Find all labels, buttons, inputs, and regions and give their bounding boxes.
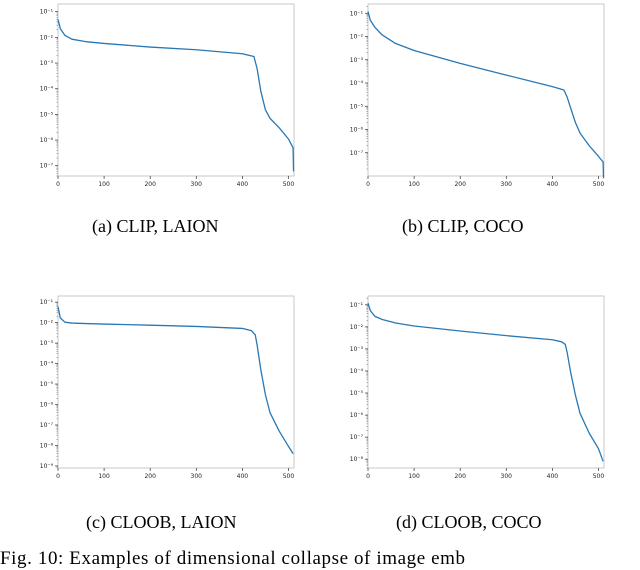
chart-panel-c: 10⁻¹ 10⁻² 10⁻³ 10⁻⁴ 10⁻⁵ 10⁻⁶ 10⁻⁷ 10⁻⁸ 10⁻⁹ 0 100… <box>30 292 300 492</box>
series-line-b-0 <box>367 11 605 179</box>
y-tick-label-c-5: 10⁻⁶ <box>40 402 54 409</box>
chart-a-svg: 10⁻¹ 10⁻² 10⁻³ 10⁻⁴ 10⁻⁵ 10⁻⁶ 10⁻⁷ 0 100 200 300 40… <box>40 3 295 188</box>
y-tick-label-b-3: 10⁻⁴ <box>350 80 364 87</box>
x-tick-label-a-3: 300 <box>191 181 203 188</box>
y-tick-label-b-0: 10⁻¹ <box>350 10 364 17</box>
y-tick-label-d-0: 10⁻¹ <box>350 302 364 309</box>
x-tick-label-a-2: 200 <box>144 181 156 188</box>
y-tick-label-b-4: 10⁻⁵ <box>350 103 364 110</box>
plot-frame-c <box>57 295 295 469</box>
y-tick-label-c-3: 10⁻⁴ <box>40 361 54 368</box>
caption-d: (d) CLOOB, COCO <box>396 512 542 532</box>
y-tick-label-d-5: 10⁻⁶ <box>350 412 364 419</box>
x-tick-label-d-0: 0 <box>366 473 370 480</box>
y-tick-label-a-6: 10⁻⁷ <box>40 163 54 170</box>
x-tick-label-d-4: 400 <box>547 473 559 480</box>
x-tick-label-a-5: 500 <box>283 181 295 188</box>
y-tick-label-c-2: 10⁻³ <box>40 340 54 347</box>
y-tick-label-b-5: 10⁻⁶ <box>350 127 364 134</box>
x-tick-label-b-4: 400 <box>547 181 559 188</box>
caption-a: (a) CLIP, LAION <box>92 216 219 236</box>
x-tick-label-b-0: 0 <box>366 181 370 188</box>
y-tick-label-a-3: 10⁻⁴ <box>40 86 54 93</box>
y-tick-label-a-2: 10⁻³ <box>40 60 54 67</box>
x-tick-label-c-5: 500 <box>283 473 295 480</box>
y-tick-label-d-2: 10⁻³ <box>350 346 364 353</box>
series-line-a-0 <box>57 19 295 172</box>
figure-caption: Fig. 10: Examples of dimensional collaps… <box>0 548 466 569</box>
series-line-d-0 <box>367 302 604 462</box>
chart-panel-d: 10⁻¹ 10⁻² 10⁻³ 10⁻⁴ 10⁻⁵ 10⁻⁶ 10⁻⁷ 10⁻⁸ 0 100 200 3… <box>340 292 610 492</box>
y-tick-label-a-1: 10⁻² <box>40 34 54 41</box>
y-tick-label-d-3: 10⁻⁴ <box>350 368 364 375</box>
x-tick-label-c-0: 0 <box>56 473 60 480</box>
x-tick-label-d-2: 200 <box>454 473 466 480</box>
chart-c-svg: 10⁻¹ 10⁻² 10⁻³ 10⁻⁴ 10⁻⁵ 10⁻⁶ 10⁻⁷ 10⁻⁸ 10⁻⁹0 100… <box>40 295 295 480</box>
x-tick-label-d-3: 300 <box>501 473 513 480</box>
x-tick-label-d-1: 100 <box>408 473 420 480</box>
x-tick-label-c-4: 400 <box>237 473 249 480</box>
plot-frame-b <box>367 3 605 177</box>
y-tick-label-c-0: 10⁻¹ <box>40 299 54 306</box>
x-tick-label-c-1: 100 <box>98 473 110 480</box>
caption-b: (b) CLIP, COCO <box>402 216 524 236</box>
y-tick-label-c-7: 10⁻⁸ <box>40 442 54 449</box>
y-tick-label-d-7: 10⁻⁸ <box>350 456 364 463</box>
y-tick-label-d-1: 10⁻² <box>350 324 364 331</box>
y-tick-label-d-4: 10⁻⁵ <box>350 390 364 397</box>
plot-frame-a <box>57 3 295 177</box>
y-tick-label-b-1: 10⁻² <box>350 34 364 41</box>
x-tick-label-c-3: 300 <box>191 473 203 480</box>
y-tick-label-b-2: 10⁻³ <box>350 57 364 64</box>
x-tick-label-a-4: 400 <box>237 181 249 188</box>
x-tick-label-b-5: 500 <box>593 181 605 188</box>
x-tick-label-d-5: 500 <box>593 473 605 480</box>
y-tick-label-c-1: 10⁻² <box>40 320 54 327</box>
x-tick-label-c-2: 200 <box>144 473 156 480</box>
chart-d-svg: 10⁻¹ 10⁻² 10⁻³ 10⁻⁴ 10⁻⁵ 10⁻⁶ 10⁻⁷ 10⁻⁸ 0 100 200 3… <box>350 295 605 480</box>
x-tick-label-b-3: 300 <box>501 181 513 188</box>
y-tick-label-c-4: 10⁻⁵ <box>40 381 54 388</box>
caption-c: (c) CLOOB, LAION <box>86 512 237 532</box>
y-tick-label-c-8: 10⁻⁹ <box>40 463 54 470</box>
y-tick-label-d-6: 10⁻⁷ <box>350 434 364 441</box>
x-tick-label-a-1: 100 <box>98 181 110 188</box>
x-tick-label-a-0: 0 <box>56 181 60 188</box>
x-tick-label-b-2: 200 <box>454 181 466 188</box>
y-tick-label-c-6: 10⁻⁷ <box>40 422 54 429</box>
chart-b-svg: 10⁻¹ 10⁻² 10⁻³ 10⁻⁴ 10⁻⁵ 10⁻⁶ 10⁻⁷ 0 100 200 300 40… <box>350 3 605 188</box>
series-line-c-0 <box>57 306 294 454</box>
plot-frame-d <box>367 295 605 469</box>
y-tick-label-a-0: 10⁻¹ <box>40 9 54 16</box>
x-tick-label-b-1: 100 <box>408 181 420 188</box>
chart-panel-a: 10⁻¹ 10⁻² 10⁻³ 10⁻⁴ 10⁻⁵ 10⁻⁶ 10⁻⁷ 0 100 200 300 40… <box>30 0 300 200</box>
y-tick-label-b-6: 10⁻⁷ <box>350 150 364 157</box>
chart-panel-b: 10⁻¹ 10⁻² 10⁻³ 10⁻⁴ 10⁻⁵ 10⁻⁶ 10⁻⁷ 0 100 200 300 40… <box>340 0 610 200</box>
y-tick-label-a-5: 10⁻⁶ <box>40 137 54 144</box>
y-tick-label-a-4: 10⁻⁵ <box>40 111 54 118</box>
